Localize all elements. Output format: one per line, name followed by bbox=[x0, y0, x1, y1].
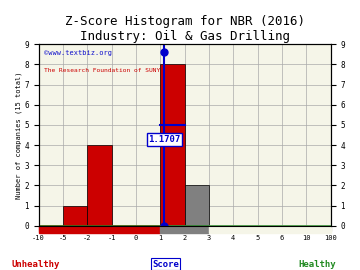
Bar bbox=[209, 226, 330, 233]
Y-axis label: Number of companies (15 total): Number of companies (15 total) bbox=[15, 71, 22, 199]
Text: Score: Score bbox=[152, 260, 179, 269]
Bar bbox=[87, 145, 112, 226]
Text: Unhealthy: Unhealthy bbox=[12, 260, 60, 269]
Text: 1.1707: 1.1707 bbox=[148, 135, 181, 144]
Title: Z-Score Histogram for NBR (2016)
Industry: Oil & Gas Drilling: Z-Score Histogram for NBR (2016) Industr… bbox=[65, 15, 305, 43]
Bar bbox=[63, 205, 87, 226]
Bar bbox=[185, 185, 209, 226]
Bar bbox=[160, 64, 185, 226]
Text: ©www.textbiz.org: ©www.textbiz.org bbox=[45, 50, 112, 56]
Bar bbox=[39, 226, 160, 233]
Text: The Research Foundation of SUNY: The Research Foundation of SUNY bbox=[45, 68, 161, 73]
Bar bbox=[160, 226, 209, 233]
Text: Healthy: Healthy bbox=[298, 260, 336, 269]
